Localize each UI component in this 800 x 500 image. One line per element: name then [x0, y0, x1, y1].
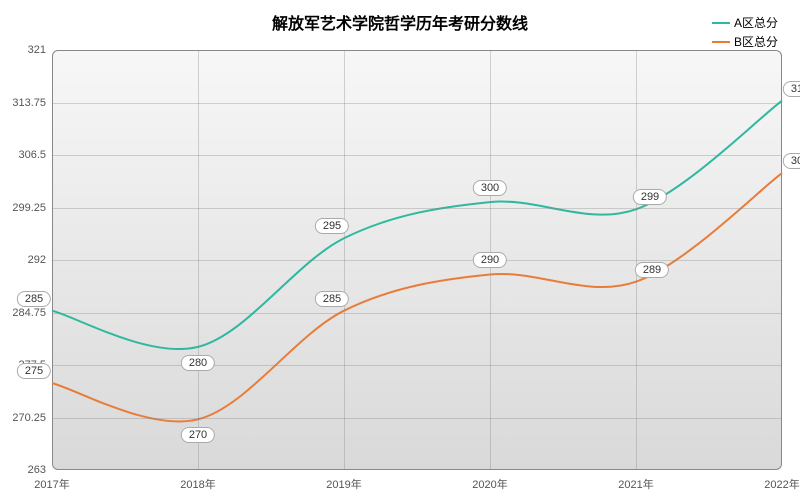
y-axis-label: 313.75 [12, 97, 52, 109]
data-point-label: 314 [783, 81, 800, 97]
data-point-label: 295 [315, 218, 349, 234]
data-point-label: 285 [315, 291, 349, 307]
y-axis-label: 292 [28, 254, 52, 266]
legend-label: A区总分 [734, 14, 778, 31]
gridline [52, 418, 782, 419]
x-axis-label: 2022年 [764, 470, 799, 492]
chart-title: 解放军艺术学院哲学历年考研分数线 [0, 10, 800, 34]
x-axis-label: 2018年 [180, 470, 215, 492]
data-point-label: 300 [473, 180, 507, 196]
y-axis-label: 284.75 [12, 307, 52, 319]
data-point-label: 270 [181, 427, 215, 443]
gridline [52, 313, 782, 314]
gridline [198, 50, 199, 470]
legend: A区总分 B区总分 [712, 14, 778, 52]
gridline [52, 208, 782, 209]
y-axis-label: 299.25 [12, 202, 52, 214]
y-axis-label: 321 [28, 44, 52, 56]
gridline [52, 365, 782, 366]
y-axis-label: 270.25 [12, 412, 52, 424]
series-line [52, 173, 782, 421]
data-point-label: 275 [17, 363, 51, 379]
legend-item: A区总分 [712, 14, 778, 31]
gridline [636, 50, 637, 470]
data-point-label: 290 [473, 252, 507, 268]
data-point-label: 299 [633, 189, 667, 205]
x-axis-label: 2019年 [326, 470, 361, 492]
y-axis-label: 306.5 [18, 149, 52, 161]
legend-swatch [712, 41, 730, 43]
gridline [344, 50, 345, 470]
legend-swatch [712, 22, 730, 24]
gridline [52, 155, 782, 156]
chart-container: 解放军艺术学院哲学历年考研分数线 A区总分 B区总分 263270.25277.5… [0, 0, 800, 500]
legend-item: B区总分 [712, 33, 778, 50]
plot-area: 263270.25277.5284.75292299.25306.5313.75… [52, 50, 782, 470]
data-point-label: 285 [17, 291, 51, 307]
gridline [52, 260, 782, 261]
gridline [52, 103, 782, 104]
x-axis-label: 2021年 [618, 470, 653, 492]
data-point-label: 289 [635, 262, 669, 278]
x-axis-label: 2020年 [472, 470, 507, 492]
legend-label: B区总分 [734, 33, 778, 50]
data-point-label: 304 [783, 153, 800, 169]
x-axis-label: 2017年 [34, 470, 69, 492]
data-point-label: 280 [181, 355, 215, 371]
